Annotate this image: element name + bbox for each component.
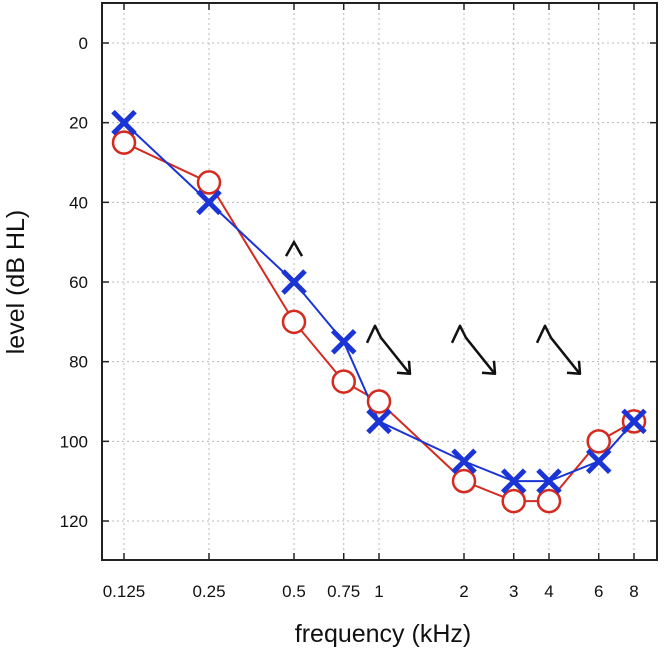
- x-tick-label: 8: [629, 582, 638, 601]
- circle-point: [451, 468, 477, 494]
- x-point: [451, 448, 477, 475]
- x-point-stroke: [536, 468, 562, 494]
- x-point: [621, 408, 647, 435]
- y-tick-label: 80: [69, 353, 88, 372]
- x-tick-label: 1: [374, 582, 383, 601]
- x-point-stroke: [451, 448, 477, 475]
- x-point: [111, 109, 137, 136]
- y-tick-label: 0: [79, 34, 88, 53]
- x-point-stroke: [585, 448, 612, 475]
- circle-point: [366, 389, 392, 414]
- x-tick-label: 4: [544, 582, 553, 601]
- x-tick-label: 2: [459, 582, 468, 601]
- x-point: [536, 468, 562, 494]
- arrow-head: [396, 360, 412, 376]
- y-tick-label: 40: [69, 193, 88, 212]
- plot-background: [102, 3, 657, 560]
- x-point-stroke: [196, 189, 222, 216]
- y-axis-ticks: 0 20 40 60 80 100 120: [60, 34, 657, 531]
- circle-point: [331, 369, 356, 394]
- circle-point: [501, 488, 526, 514]
- no-response-caret: [284, 239, 304, 257]
- x-point-stroke: [330, 328, 357, 355]
- y-tick-label: 100: [60, 432, 88, 451]
- y-tick-label: 60: [69, 273, 88, 292]
- circle-point: [281, 309, 307, 335]
- y-axis-label: level (dB HL): [2, 210, 30, 355]
- x-point: [500, 468, 527, 494]
- x-tick-label: 3: [509, 582, 518, 601]
- arrow-shaft: [535, 324, 580, 374]
- arrow-shaft: [450, 324, 495, 374]
- circle-point: [536, 488, 562, 514]
- x-point: [281, 269, 307, 295]
- x-point-stroke: [366, 408, 392, 435]
- circle-point: [196, 170, 222, 195]
- x-axis-ticks: 0.125 0.25 0.5 0.75 1 2 3 4 6 8: [103, 3, 639, 601]
- series-x-line: [123, 121, 635, 483]
- x-tick-label: 0.75: [327, 582, 360, 601]
- x-tick-label: 0.5: [282, 582, 306, 601]
- x-point: [196, 189, 222, 216]
- circle-point: [111, 130, 137, 155]
- arrow-shaft: [365, 324, 410, 374]
- arrow-head: [566, 360, 582, 376]
- arrow-head: [481, 360, 497, 376]
- x-point: [330, 328, 357, 355]
- no-response-arrow: [450, 324, 497, 376]
- x-point-stroke: [111, 109, 137, 136]
- x-tick-label: 6: [594, 582, 603, 601]
- circle-point: [586, 429, 611, 454]
- x-point-stroke: [500, 468, 527, 494]
- no-response-arrow: [535, 324, 582, 376]
- series-layer: [111, 109, 647, 514]
- x-point: [366, 408, 392, 435]
- x-tick-label: 0.25: [192, 582, 225, 601]
- y-tick-label: 120: [60, 512, 88, 531]
- no-response-arrow: [365, 324, 412, 376]
- x-axis-label: frequency (kHz): [295, 620, 471, 648]
- x-point-stroke: [281, 269, 307, 295]
- annotations-layer: [284, 239, 582, 376]
- x-tick-label: 0.125: [103, 582, 146, 601]
- x-point-stroke: [621, 408, 647, 435]
- y-tick-label: 20: [69, 114, 88, 133]
- x-point: [585, 448, 612, 475]
